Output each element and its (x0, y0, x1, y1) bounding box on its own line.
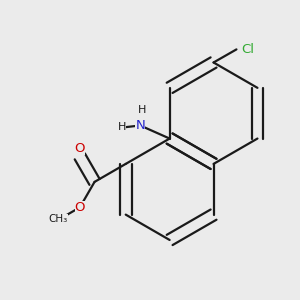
Text: O: O (75, 201, 85, 214)
Text: N: N (135, 119, 145, 132)
Text: Cl: Cl (242, 43, 254, 56)
Text: CH₃: CH₃ (49, 214, 68, 224)
Text: O: O (75, 142, 85, 155)
Text: H: H (138, 105, 146, 115)
Text: H: H (118, 122, 126, 132)
